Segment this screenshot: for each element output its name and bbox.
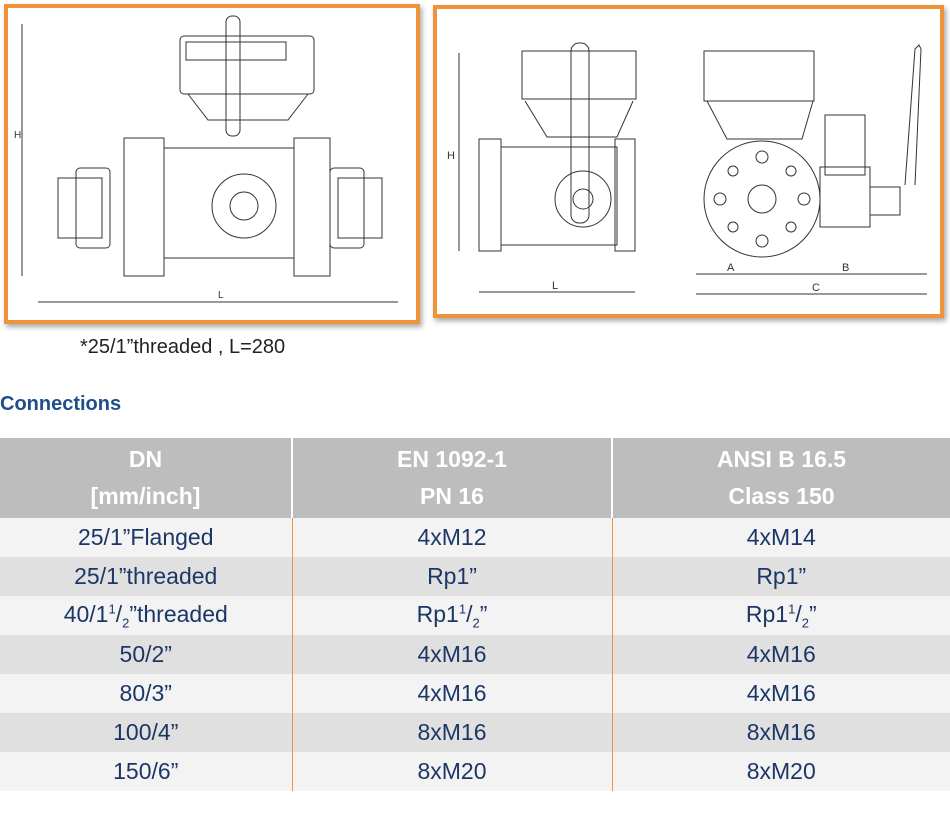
drawing-flanged-meter: H L A B C: [433, 5, 944, 318]
cell-dn: 25/1”threaded: [0, 557, 292, 596]
drawing-threaded-meter: H L: [4, 4, 420, 324]
cell-en: 8xM20: [291, 752, 612, 791]
table-row: 150/6” 8xM20 8xM20: [0, 752, 950, 791]
cell-en: 4xM16: [291, 635, 612, 674]
cell-en: 8xM16: [291, 713, 612, 752]
cell-ansi: Rp11/2”: [611, 596, 950, 635]
cell-dn: 40/11/2”threaded: [0, 596, 292, 635]
dim-label-l: L: [552, 280, 558, 292]
section-title: Connections: [0, 393, 122, 415]
table-row: 25/1”threaded Rp1” Rp1”: [0, 557, 950, 596]
cell-en: Rp1”: [291, 557, 612, 596]
dim-label-h: H: [447, 150, 455, 162]
header-ansi: ANSI B 16.5 Class 150: [611, 438, 950, 518]
cell-en: Rp11/2”: [291, 596, 612, 635]
dim-label-b: B: [842, 262, 849, 274]
dim-label-h: H: [14, 130, 21, 141]
table-row: 25/1”Flanged 4xM12 4xM14: [0, 518, 950, 557]
cell-dn: 80/3”: [0, 674, 292, 713]
connections-table: DN [mm/inch] EN 1092-1 PN 16 ANSI B 16.5 Cl…: [0, 438, 950, 791]
table-row: 50/2” 4xM16 4xM16: [0, 635, 950, 674]
cell-ansi: 8xM20: [611, 752, 950, 791]
cell-dn: 50/2”: [0, 635, 292, 674]
cell-dn: 150/6”: [0, 752, 292, 791]
table-row: 80/3” 4xM16 4xM16: [0, 674, 950, 713]
header-dn: DN [mm/inch]: [0, 438, 292, 518]
cell-dn: 100/4”: [0, 713, 292, 752]
dim-label-a: A: [727, 262, 735, 274]
dim-label-c: C: [812, 282, 820, 294]
cell-ansi: 4xM14: [611, 518, 950, 557]
cell-en: 4xM12: [291, 518, 612, 557]
cell-ansi: 8xM16: [611, 713, 950, 752]
cell-ansi: 4xM16: [611, 635, 950, 674]
header-en: EN 1092-1 PN 16: [291, 438, 612, 518]
dim-label-l: L: [218, 290, 224, 301]
cell-ansi: 4xM16: [611, 674, 950, 713]
table-row: 100/4” 8xM16 8xM16: [0, 713, 950, 752]
drawing-caption: *25/1”threaded , L=280: [80, 336, 286, 358]
table-row: 40/11/2”threaded Rp11/2” Rp11/2”: [0, 596, 950, 635]
table-header-row: DN [mm/inch] EN 1092-1 PN 16 ANSI B 16.5 Cl…: [0, 438, 950, 518]
cell-en: 4xM16: [291, 674, 612, 713]
cell-ansi: Rp1”: [611, 557, 950, 596]
cell-dn: 25/1”Flanged: [0, 518, 292, 557]
